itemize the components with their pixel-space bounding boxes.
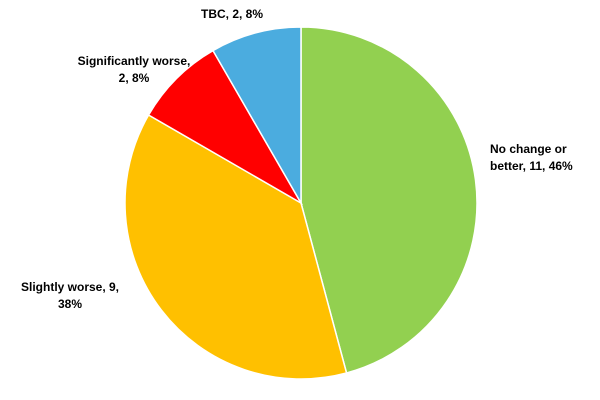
data-label-line: 38% bbox=[58, 297, 82, 311]
data-label-line: Significantly worse, bbox=[78, 54, 191, 68]
data-label-line: TBC, 2, 8% bbox=[201, 7, 263, 21]
pie-slice bbox=[211, 26, 302, 206]
data-label: Slightly worse, 9, 38% bbox=[21, 280, 119, 311]
data-label: TBC, 2, 8% bbox=[201, 7, 263, 21]
data-label-line: 2, 8% bbox=[119, 71, 150, 85]
data-label-line: better, 11, 46% bbox=[490, 159, 573, 173]
pie-slice bbox=[124, 113, 348, 380]
pie-slice bbox=[147, 49, 304, 206]
data-label-line: Slightly worse, 9, bbox=[21, 280, 119, 294]
pie-slice bbox=[300, 26, 478, 374]
data-label: No change or better, 11, 46% bbox=[490, 142, 573, 173]
data-label: Significantly worse, 2, 8% bbox=[78, 54, 191, 85]
data-label-line: No change or bbox=[490, 142, 567, 156]
